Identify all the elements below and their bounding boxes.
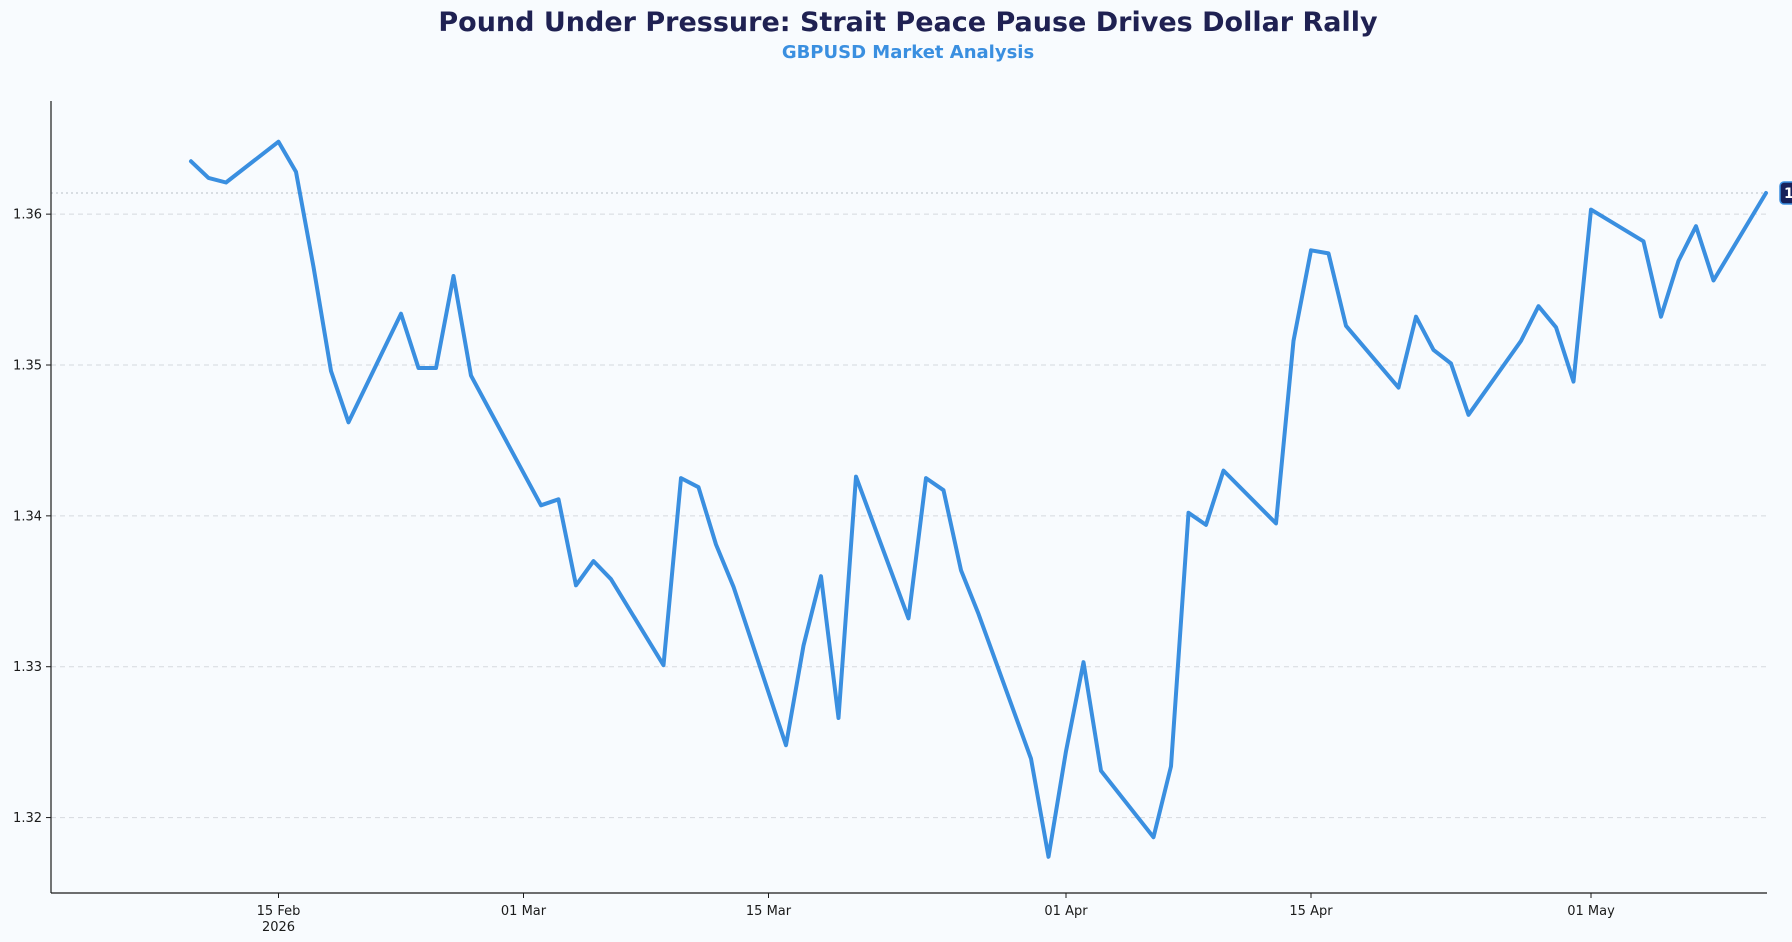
grid-lines [51, 192, 1767, 819]
last-value-label: 1.3614 [1784, 186, 1792, 202]
axes [46, 101, 1767, 898]
last-value-badge: 1.3614 [1779, 181, 1792, 205]
y-tick-label: 1.34 [13, 509, 42, 524]
x-tick-label: 01 Apr [1044, 904, 1088, 919]
y-tick-label: 1.35 [13, 359, 42, 374]
y-tick-label: 1.36 [13, 208, 42, 223]
x-tick-label: 15 Apr [1289, 904, 1333, 919]
last-value-badge-box [1779, 181, 1792, 205]
x-tick-label: 01 May [1567, 904, 1615, 919]
x-tick-label: 15 Mar [746, 904, 792, 919]
chart-subtitle: GBPUSD Market Analysis [782, 42, 1034, 63]
series-line [189, 139, 1768, 859]
x-tick-label: 01 Mar [501, 904, 547, 919]
x-tick-sublabel: 2026 [262, 920, 295, 935]
y-tick-label: 1.32 [13, 811, 42, 826]
series-layer [189, 139, 1768, 859]
y-tick-label: 1.33 [13, 660, 42, 675]
chart-title: Pound Under Pressure: Strait Peace Pause… [438, 7, 1378, 38]
x-tick-label: 15 Feb [257, 904, 301, 919]
